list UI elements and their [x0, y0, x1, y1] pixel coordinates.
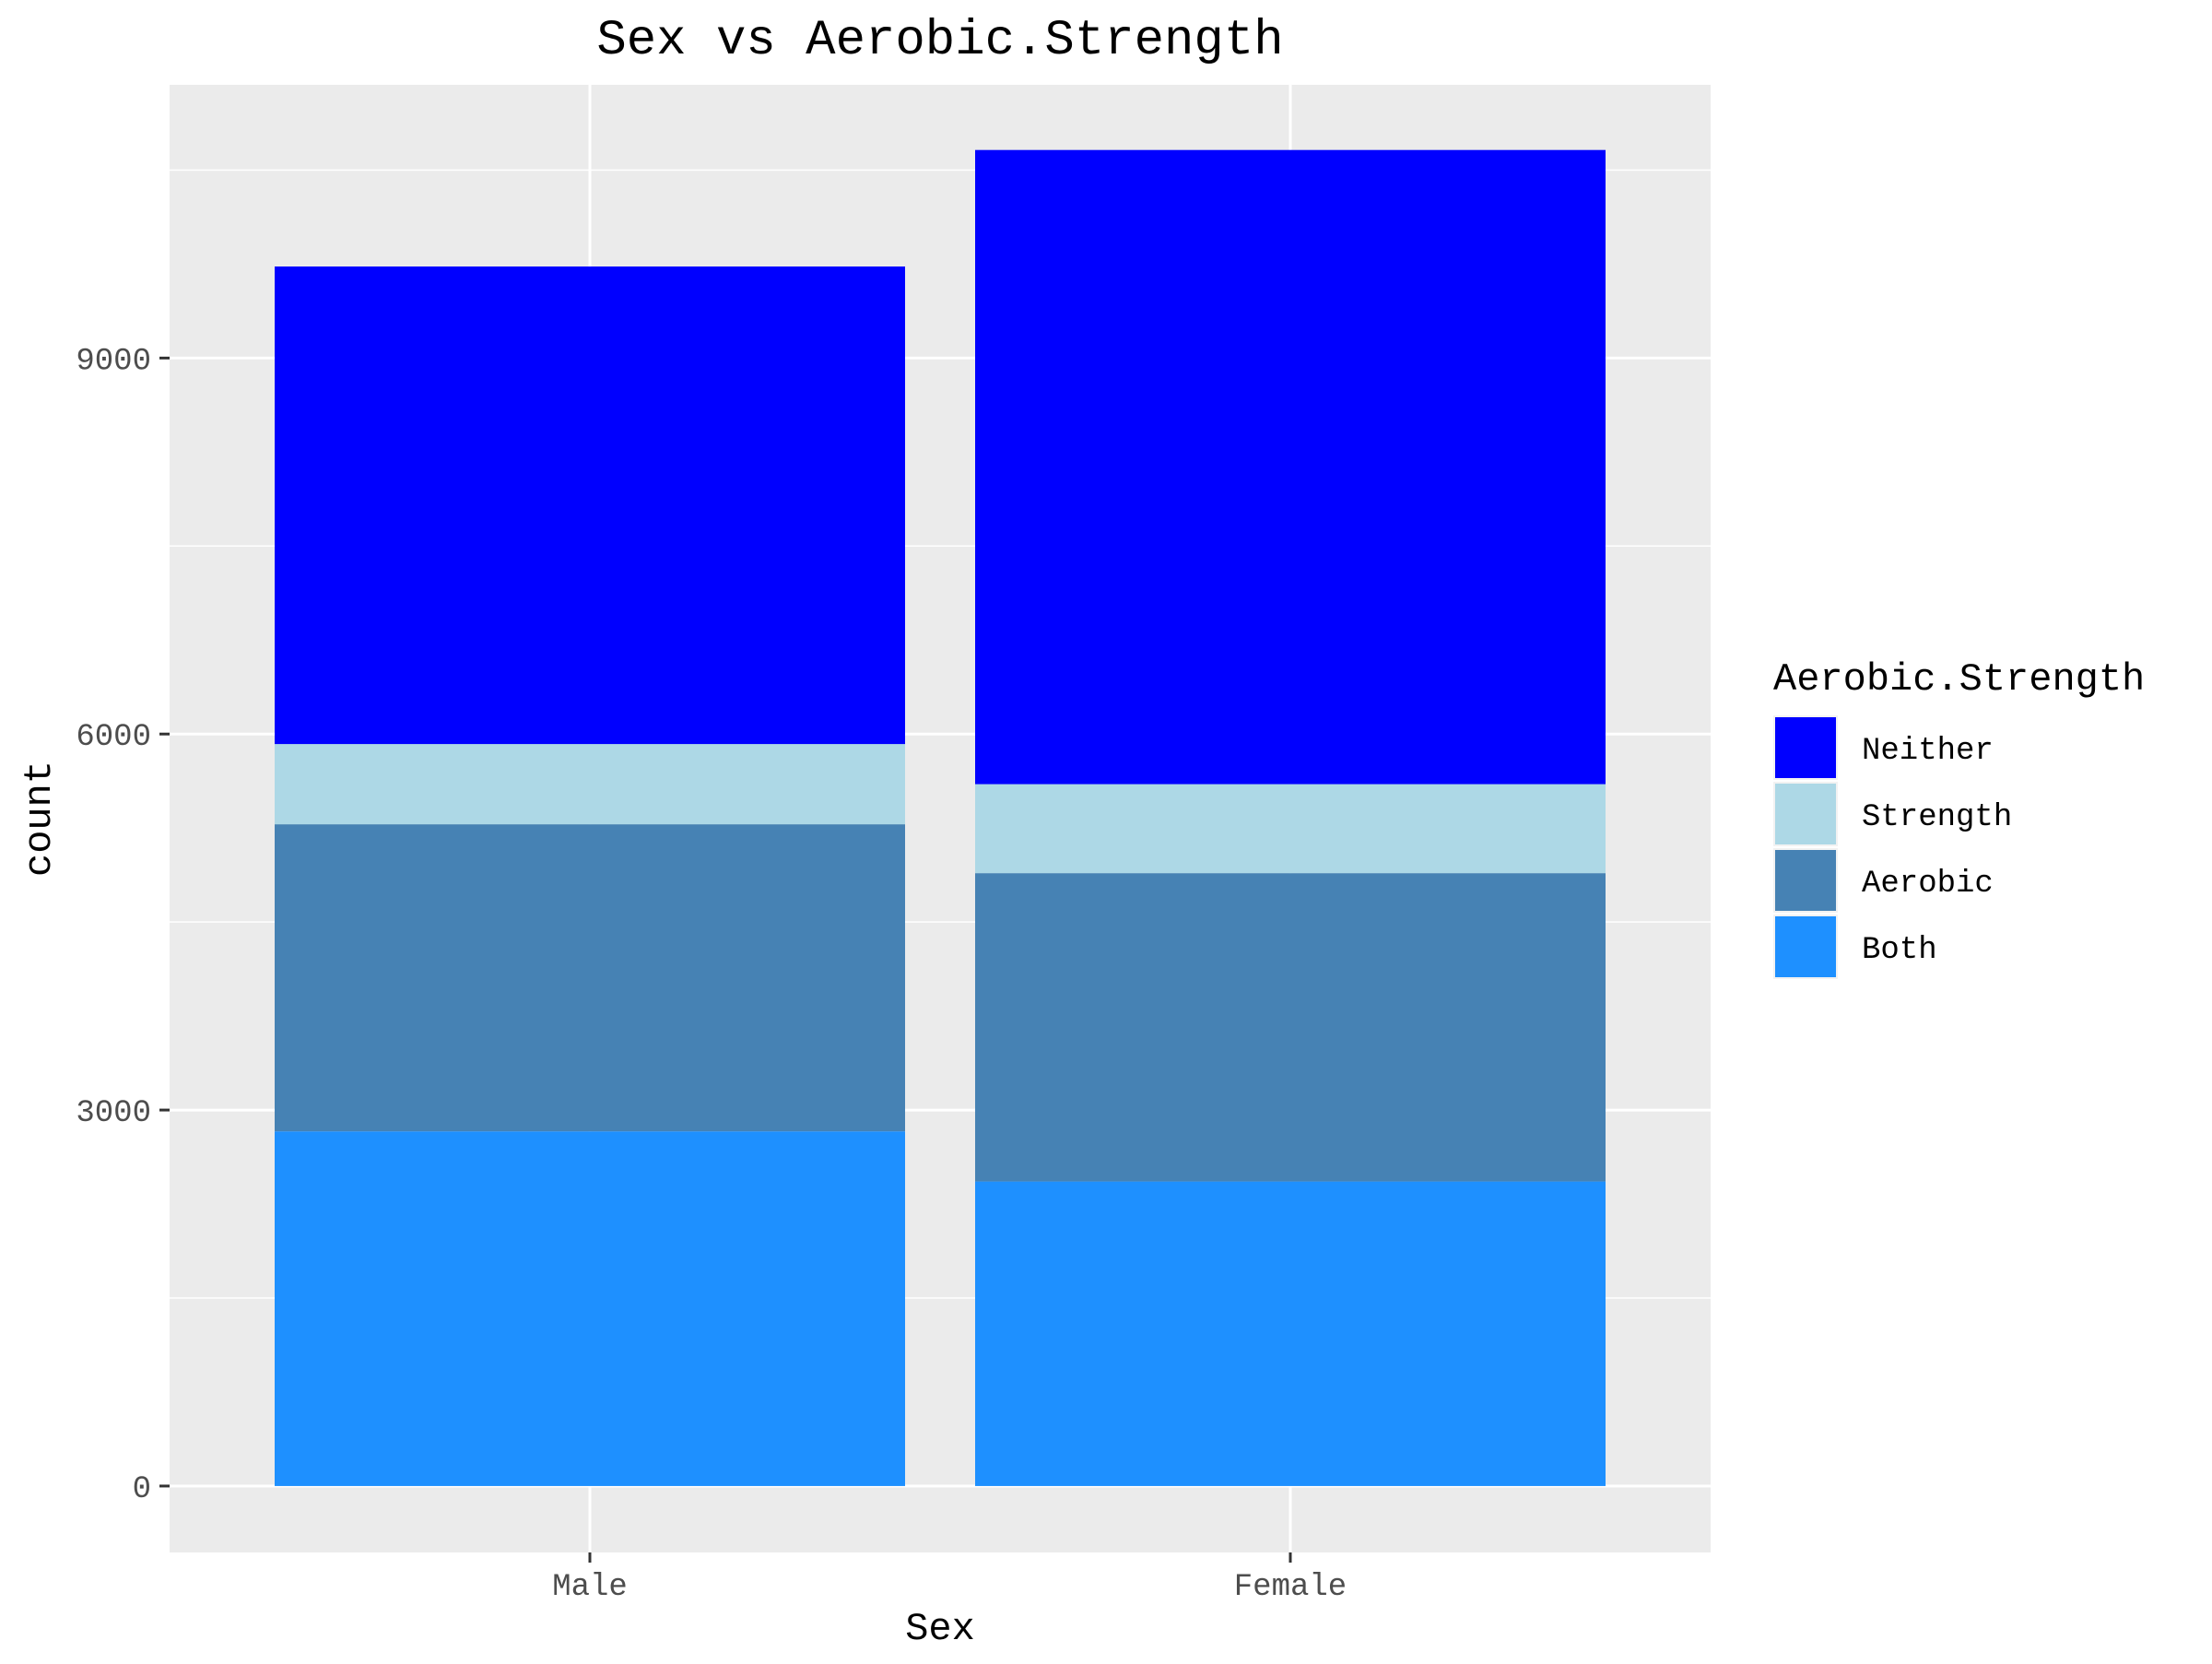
bar-female-aerobic — [975, 873, 1606, 1182]
legend: Aerobic.Strength Neither Strength Aerobic B… — [1773, 657, 2145, 979]
bar-male-aerobic — [275, 824, 905, 1132]
legend-label-both: Both — [1862, 933, 1937, 968]
bar-male-neither — [275, 266, 905, 745]
legend-key-neither — [1775, 717, 1836, 778]
bar-female-both — [975, 1181, 1606, 1486]
bar-male-strength — [275, 744, 905, 825]
legend-label-aerobic: Aerobic — [1862, 867, 1994, 902]
bar-female-strength — [975, 784, 1606, 874]
x-axis-title: Sex — [905, 1607, 975, 1651]
legend-label-neither: Neither — [1862, 734, 1994, 769]
bars — [275, 149, 1606, 1486]
legend-items: Neither Strength Aerobic Both — [1773, 715, 2012, 979]
y-tick-label: 6000 — [76, 720, 151, 755]
y-tick-label: 0 — [133, 1472, 151, 1507]
legend-label-strength: Strength — [1862, 800, 2012, 835]
chart-title: Sex vs Aerobic.Strength — [596, 13, 1283, 69]
y-axis-title: count — [18, 761, 62, 877]
legend-key-strength — [1775, 784, 1836, 844]
bar-female-neither — [975, 149, 1606, 785]
bar-male-both — [275, 1131, 905, 1486]
axes: 0 3000 6000 9000 Male Female — [76, 344, 1347, 1605]
x-tick-label: Male — [552, 1570, 628, 1605]
legend-key-aerobic — [1775, 850, 1836, 911]
y-tick-label: 9000 — [76, 344, 151, 379]
x-tick-label: Female — [1234, 1570, 1347, 1605]
y-tick-label: 3000 — [76, 1096, 151, 1131]
legend-key-both — [1775, 916, 1836, 977]
legend-title: Aerobic.Strength — [1773, 657, 2145, 702]
